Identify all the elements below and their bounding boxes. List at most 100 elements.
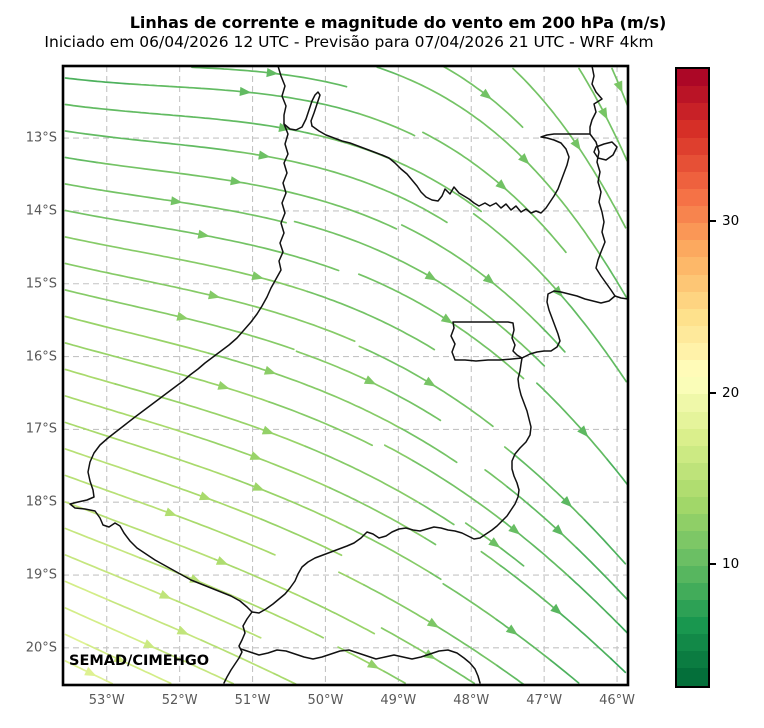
- streamline: [315, 633, 325, 639]
- streamline: [132, 471, 263, 521]
- streamline-arrowhead: [613, 80, 623, 93]
- streamline: [503, 446, 512, 453]
- streamline: [64, 474, 180, 518]
- streamline-arrowhead: [440, 313, 453, 324]
- colorbar-segment: [677, 171, 708, 189]
- boundary-goias-east: [521, 66, 616, 359]
- streamline: [429, 572, 442, 581]
- colorbar-segment: [677, 343, 708, 361]
- chart-title: Linhas de corrente e magnitude do vento …: [129, 13, 667, 32]
- chart-subtitle: Iniciado em 06/04/2026 12 UTC - Previsão…: [44, 33, 654, 51]
- streamline-arrowhead: [508, 523, 521, 535]
- streamline: [238, 598, 317, 635]
- streamline: [306, 290, 436, 351]
- colorbar-segment: [677, 634, 708, 652]
- streamline: [94, 512, 216, 561]
- streamline-arrowhead: [263, 365, 277, 375]
- colorbar-segment: [677, 154, 708, 172]
- boundary-rio-grande: [240, 648, 481, 684]
- streamline-arrowhead: [164, 507, 177, 517]
- x-tick-label: 50°W: [307, 693, 344, 708]
- streamline-arrowhead: [426, 617, 440, 628]
- streamline: [64, 77, 131, 85]
- streamline: [606, 458, 628, 486]
- x-tick-label: 48°W: [453, 693, 490, 708]
- colorbar-segment: [677, 497, 708, 515]
- streamline: [387, 389, 442, 422]
- streamline: [436, 625, 499, 667]
- streamline: [221, 677, 235, 685]
- streamline-arrowhead: [252, 482, 265, 491]
- streamline-arrowhead: [505, 624, 518, 635]
- colorbar-segment: [677, 462, 708, 480]
- colorbar-segment: [677, 565, 708, 583]
- colorbar-segment: [677, 428, 708, 446]
- streamline-arrowhead: [495, 179, 508, 191]
- streamline: [64, 342, 270, 403]
- colorbar-segment: [677, 120, 708, 138]
- streamline: [575, 546, 628, 600]
- colorbar-segment: [677, 103, 708, 121]
- streamline: [177, 515, 276, 556]
- colorbar-segment: [677, 651, 708, 669]
- streamline: [345, 525, 432, 574]
- boundary-ne-enclave: [593, 141, 618, 161]
- y-tick-label: 18°S: [25, 494, 57, 510]
- streamline: [64, 130, 230, 152]
- colorbar-segment: [677, 531, 708, 549]
- streamline: [114, 383, 307, 448]
- colorbar-segment: [677, 206, 708, 224]
- colorbar-segment: [677, 394, 708, 412]
- streamline: [302, 596, 376, 635]
- streamline: [64, 421, 234, 480]
- streamline: [495, 618, 552, 662]
- streamline-arrowhead: [424, 270, 437, 281]
- streamline: [260, 518, 343, 557]
- colorbar-segment: [677, 257, 708, 275]
- streamline-arrowhead: [363, 375, 377, 385]
- streamline: [96, 161, 398, 230]
- streamline: [549, 659, 580, 684]
- colorbar-segment: [677, 291, 708, 309]
- boundary-ba-mg-stub: [614, 295, 628, 300]
- streamline: [559, 612, 612, 660]
- streamline: [529, 351, 546, 367]
- streamline: [539, 324, 566, 353]
- streamline: [510, 451, 586, 521]
- streamline-arrowhead: [143, 639, 156, 649]
- streamline: [64, 156, 98, 164]
- streamline: [376, 66, 401, 77]
- colorbar-segment: [677, 377, 708, 395]
- streamline: [338, 571, 365, 586]
- streamline: [506, 486, 578, 549]
- streamline-arrowhead: [577, 425, 589, 438]
- boundary-araguaia-hook: [283, 91, 321, 131]
- boundary-distrito-federal: [450, 321, 523, 362]
- colorbar-segment: [677, 240, 708, 258]
- streamline: [64, 395, 189, 435]
- colorbar: [675, 67, 710, 688]
- colorbar-segment: [677, 69, 708, 87]
- streamline: [568, 576, 620, 626]
- streamline: [64, 580, 111, 602]
- streamline: [398, 74, 603, 258]
- streamline: [64, 633, 89, 646]
- streamline: [400, 224, 542, 327]
- colorbar-segment: [677, 617, 708, 635]
- streamline: [304, 445, 421, 505]
- y-tick-label: 14°S: [25, 203, 57, 219]
- streamline: [64, 103, 313, 135]
- streamline-arrowhead: [482, 273, 495, 285]
- streamline: [424, 537, 437, 546]
- streamline: [64, 236, 309, 293]
- colorbar-tick-label: 30: [722, 213, 740, 230]
- streamline: [86, 643, 172, 685]
- streamline-arrowhead: [552, 524, 564, 536]
- colorbar-segment: [677, 223, 708, 241]
- streamline: [609, 657, 627, 674]
- streamline-arrowhead: [249, 451, 262, 460]
- streamline: [484, 469, 509, 488]
- colorbar-segment: [677, 325, 708, 343]
- x-tick-label: 53°W: [88, 693, 125, 708]
